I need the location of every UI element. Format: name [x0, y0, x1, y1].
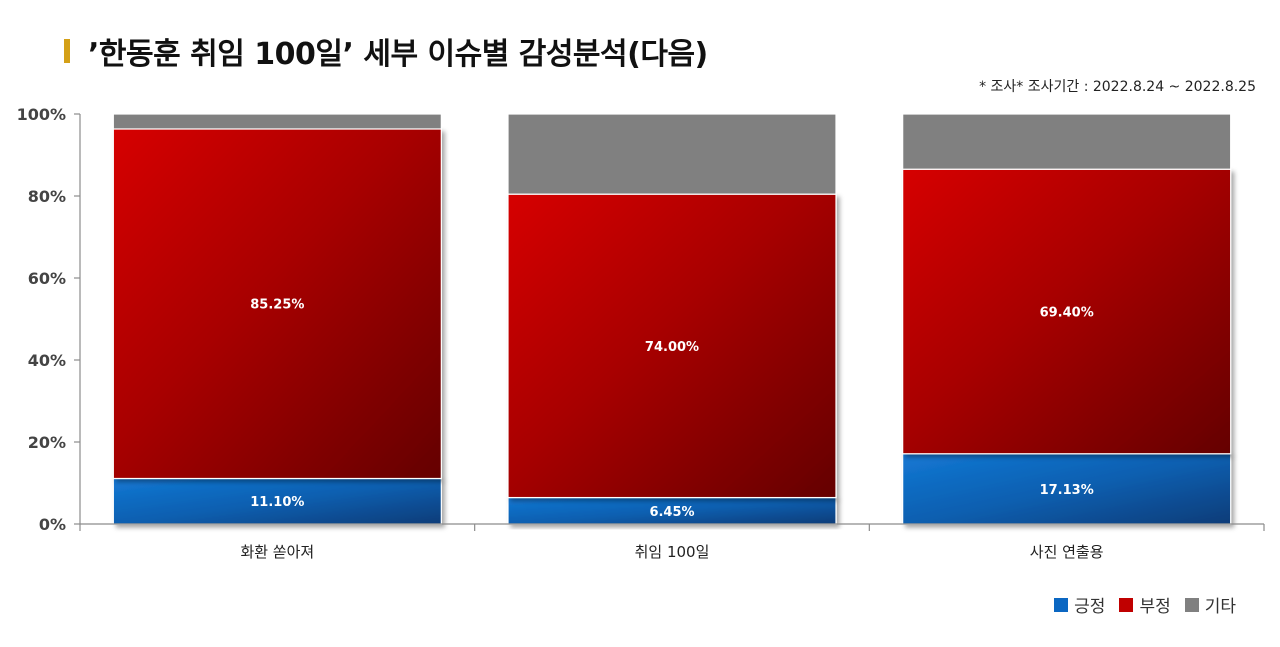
legend-label-other: 기타	[1204, 597, 1236, 617]
y-tick-label-2: 40%	[28, 351, 66, 370]
legend-swatch-negative	[1119, 597, 1134, 612]
legend-swatch-positive	[1054, 597, 1069, 612]
y-tick-label-4: 80%	[28, 187, 66, 206]
legend: 긍정 부정 기타	[1054, 592, 1236, 617]
bar-other-1	[112, 113, 442, 130]
legend-label-negative: 부정	[1139, 597, 1171, 617]
survey-period-note: * 조사* 조사기간 : 2022.8.24 ~ 2022.8.25	[979, 79, 1256, 95]
data-label-positive-2: 6.45%	[649, 505, 694, 520]
data-label-negative-3: 69.40%	[1040, 305, 1094, 320]
legend-swatch-other	[1184, 597, 1199, 612]
data-label-negative-1: 85.25%	[250, 298, 304, 313]
data-label-positive-3: 17.13%	[1040, 483, 1094, 498]
bars-group: 11.10% 85.25% 6.45% 74.00% 17.13% 69.40%	[112, 113, 1232, 525]
axes-group: 화환 쏟아져 취임 100일 사진 연출용 0% 20% 40% 60% 80% 100%	[17, 105, 1265, 561]
bar-positive-1	[112, 477, 442, 525]
bar-negative-3	[902, 168, 1232, 455]
bar-other-2	[507, 113, 837, 195]
chart-title: ’한동훈 취임 100일’ 세부 이슈별 감성분석(다음)	[88, 37, 708, 72]
data-label-positive-1: 11.10%	[250, 495, 304, 510]
legend-item-negative: 부정	[1119, 592, 1171, 617]
data-label-negative-2: 74.00%	[645, 340, 699, 355]
legend-item-positive: 긍정	[1054, 592, 1105, 617]
y-tick-label-3: 60%	[28, 269, 66, 288]
bar-negative-2	[507, 193, 837, 499]
x-tick-label-3: 사진 연출용	[1030, 543, 1104, 561]
title-marker	[64, 39, 70, 63]
y-tick-label-0: 0%	[39, 515, 66, 534]
legend-item-other: 기타	[1184, 592, 1236, 617]
title-bar: ’한동훈 취임 100일’ 세부 이슈별 감성분석(다음)	[64, 26, 708, 76]
y-tick-label-5: 100%	[17, 105, 66, 124]
bar-negative-1	[112, 128, 442, 480]
x-tick-label-2: 취임 100일	[635, 543, 710, 561]
bar-other-3	[902, 113, 1232, 170]
y-tick-label-1: 20%	[28, 433, 66, 452]
x-tick-label-1: 화환 쏟아져	[240, 543, 314, 561]
legend-label-positive: 긍정	[1074, 597, 1106, 617]
